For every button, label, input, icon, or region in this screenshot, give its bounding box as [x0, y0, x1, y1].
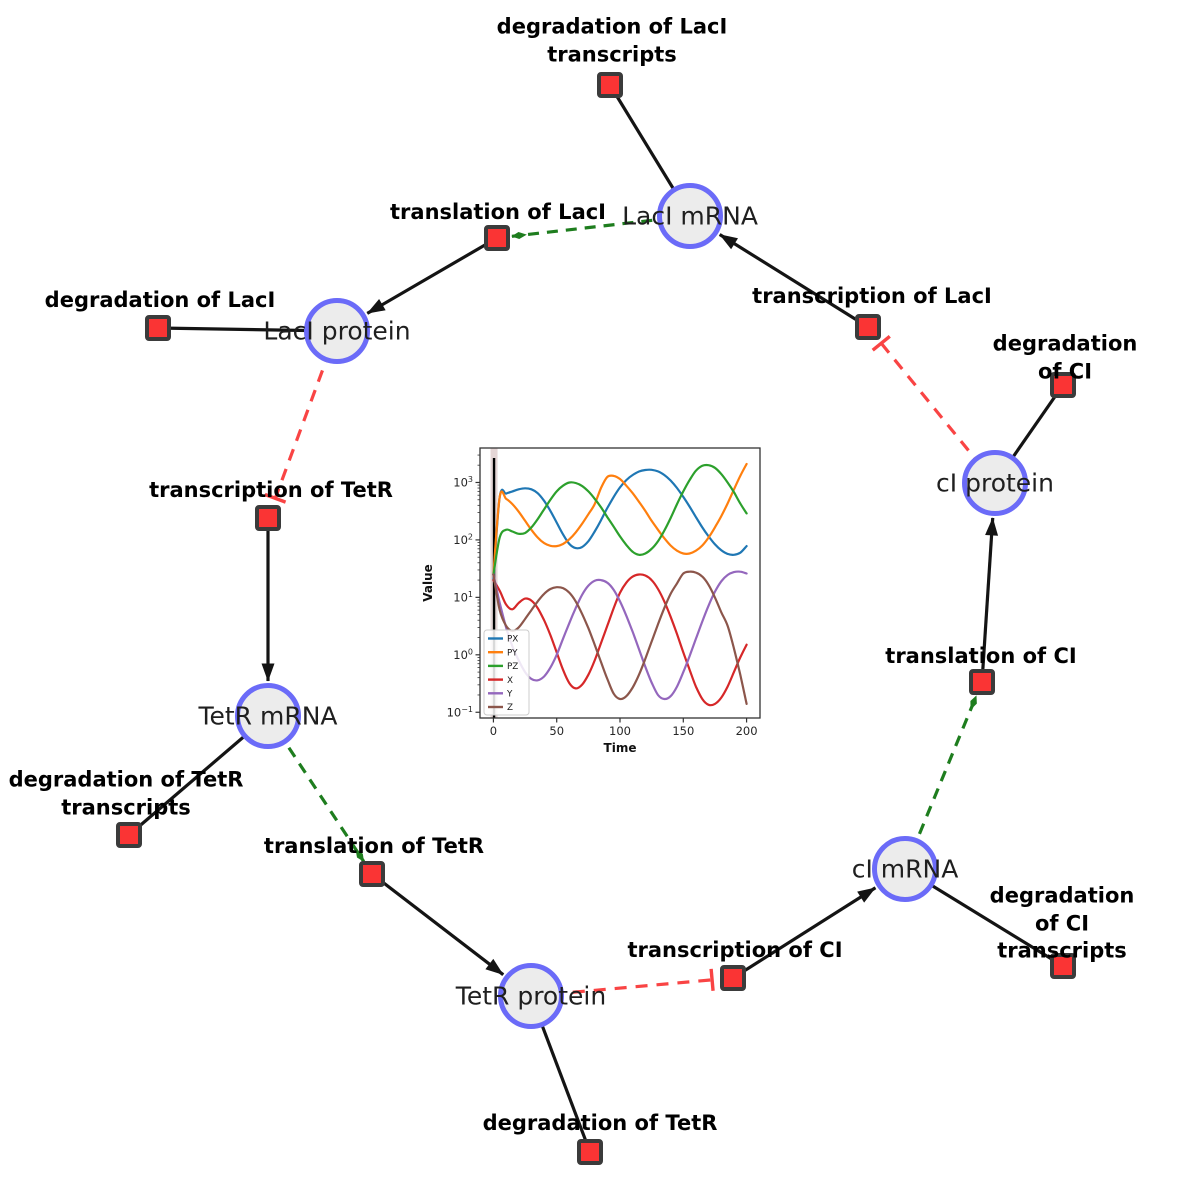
- edge-tl_laci-laci_protein: [366, 236, 498, 315]
- reaction-label-tl_laci: translation of LacI: [390, 200, 606, 225]
- edge-tl_ci-ci_protein: [980, 517, 999, 683]
- reaction-node-tl_laci[interactable]: [484, 225, 510, 251]
- reaction-node-deg_tetr_tx[interactable]: [116, 822, 142, 848]
- legend-label-Z: Z: [507, 703, 513, 713]
- tbar-tetr_protein-tx_ci: [709, 968, 715, 991]
- tbar-ci_protein-tx_laci: [871, 335, 891, 352]
- species-label-laci_protein: LacI protein: [263, 316, 411, 346]
- species-node-ci_protein[interactable]: [962, 450, 1028, 516]
- legend-label-Y: Y: [506, 690, 513, 700]
- reaction-label-deg_laci: degradation of LacI: [44, 288, 276, 313]
- chart-y-axis-label: Value: [421, 564, 435, 602]
- edge-tx_laci-laci_mrna: [718, 233, 869, 329]
- legend-label-PZ: PZ: [507, 662, 518, 672]
- legend-label-X: X: [507, 676, 513, 686]
- reaction-label-deg_ci: degradation of CI: [992, 331, 1138, 383]
- chart-series-PZ-line: [492, 463, 748, 576]
- edge-tl_tetr-tetr_protein: [371, 872, 505, 976]
- species-label-laci_mrna: LacI mRNA: [622, 201, 758, 231]
- reaction-node-tx_ci[interactable]: [720, 965, 746, 991]
- species-node-laci_protein[interactable]: [304, 298, 370, 364]
- reaction-node-deg_tetr[interactable]: [577, 1139, 603, 1165]
- species-label-tetr_protein: TetR protein: [455, 981, 607, 1011]
- reaction-label-tl_tetr: translation of TetR: [263, 834, 485, 859]
- reaction-label-deg_tetr_tx: degradation of TetR transcripts: [8, 767, 244, 819]
- reaction-node-deg_ci_tx[interactable]: [1050, 953, 1076, 979]
- reaction-node-tx_laci[interactable]: [855, 314, 881, 340]
- edge-ci_mrna-tl_ci: [903, 695, 978, 870]
- reaction-label-deg_ci_tx: degradation of CI transcripts: [989, 883, 1135, 963]
- chart-legend: PX PY PZ XYZ: [483, 629, 530, 716]
- reaction-label-deg_laci_tx: degradation of LacI transcripts: [496, 14, 728, 66]
- reaction-node-deg_laci[interactable]: [145, 315, 171, 341]
- timeseries-inset-chart: 0 50 100 150 20010−1100101102103TimeValuePXP…: [421, 447, 761, 755]
- reaction-node-deg_ci[interactable]: [1050, 372, 1076, 398]
- species-node-laci_mrna[interactable]: [657, 183, 723, 249]
- legend-label-PY: PY: [507, 648, 518, 658]
- edge-tx_ci-ci_mrna: [732, 886, 877, 980]
- reaction-label-tx_tetr: transcription of TetR: [149, 478, 393, 503]
- species-label-ci_mrna: cI mRNA: [851, 854, 959, 884]
- chart-plot-area: [490, 448, 748, 718]
- reaction-label-tl_ci: translation of CI: [885, 644, 1077, 669]
- x-tick-label-0: 0: [490, 724, 497, 738]
- reaction-node-tx_tetr[interactable]: [255, 505, 281, 531]
- species-label-ci_protein: cI protein: [936, 468, 1054, 498]
- chart-series-X-line: [492, 573, 748, 707]
- species-node-ci_mrna[interactable]: [872, 836, 938, 902]
- reaction-label-tx_ci: transcription of CI: [627, 938, 843, 963]
- reaction-node-deg_laci_tx[interactable]: [597, 72, 623, 98]
- x-tick-label-200: 200: [736, 724, 758, 738]
- y-tick-label-e2: 102: [453, 532, 473, 547]
- y-tick-label-e1: 101: [453, 590, 473, 605]
- chart-series-PX-line: [492, 468, 748, 582]
- reaction-node-tl_tetr[interactable]: [359, 861, 385, 887]
- reaction-node-tl_ci[interactable]: [969, 669, 995, 695]
- chart-series-PY-line: [492, 462, 748, 576]
- y-tick-label-e-1: 10−1: [447, 705, 473, 720]
- legend-label-PX: PX: [507, 635, 518, 645]
- chart-series-Y-line: [492, 570, 748, 701]
- tbar-laci_protein-tx_tetr: [264, 492, 287, 504]
- reaction-label-deg_tetr: degradation of TetR: [482, 1111, 718, 1136]
- species-node-tetr_protein[interactable]: [498, 963, 564, 1029]
- reaction-label-tx_laci: transcription of LacI: [752, 284, 992, 309]
- chart-series-Z-line: [492, 570, 748, 705]
- species-label-tetr_mrna: TetR mRNA: [198, 701, 338, 731]
- y-tick-label-e3: 103: [453, 475, 473, 490]
- x-tick-label-50: 50: [549, 724, 564, 738]
- species-node-tetr_mrna[interactable]: [235, 683, 301, 749]
- y-tick-label-e0: 100: [453, 647, 473, 662]
- x-tick-label-150: 150: [672, 724, 694, 738]
- chart-x-axis-label: Time: [604, 741, 637, 755]
- x-tick-label-100: 100: [609, 724, 631, 738]
